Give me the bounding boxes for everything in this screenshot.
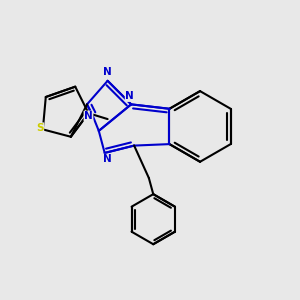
Text: N: N [84,111,93,121]
Text: S: S [36,123,44,133]
Text: N: N [125,92,134,101]
Text: N: N [103,154,112,164]
Text: N: N [103,67,112,77]
